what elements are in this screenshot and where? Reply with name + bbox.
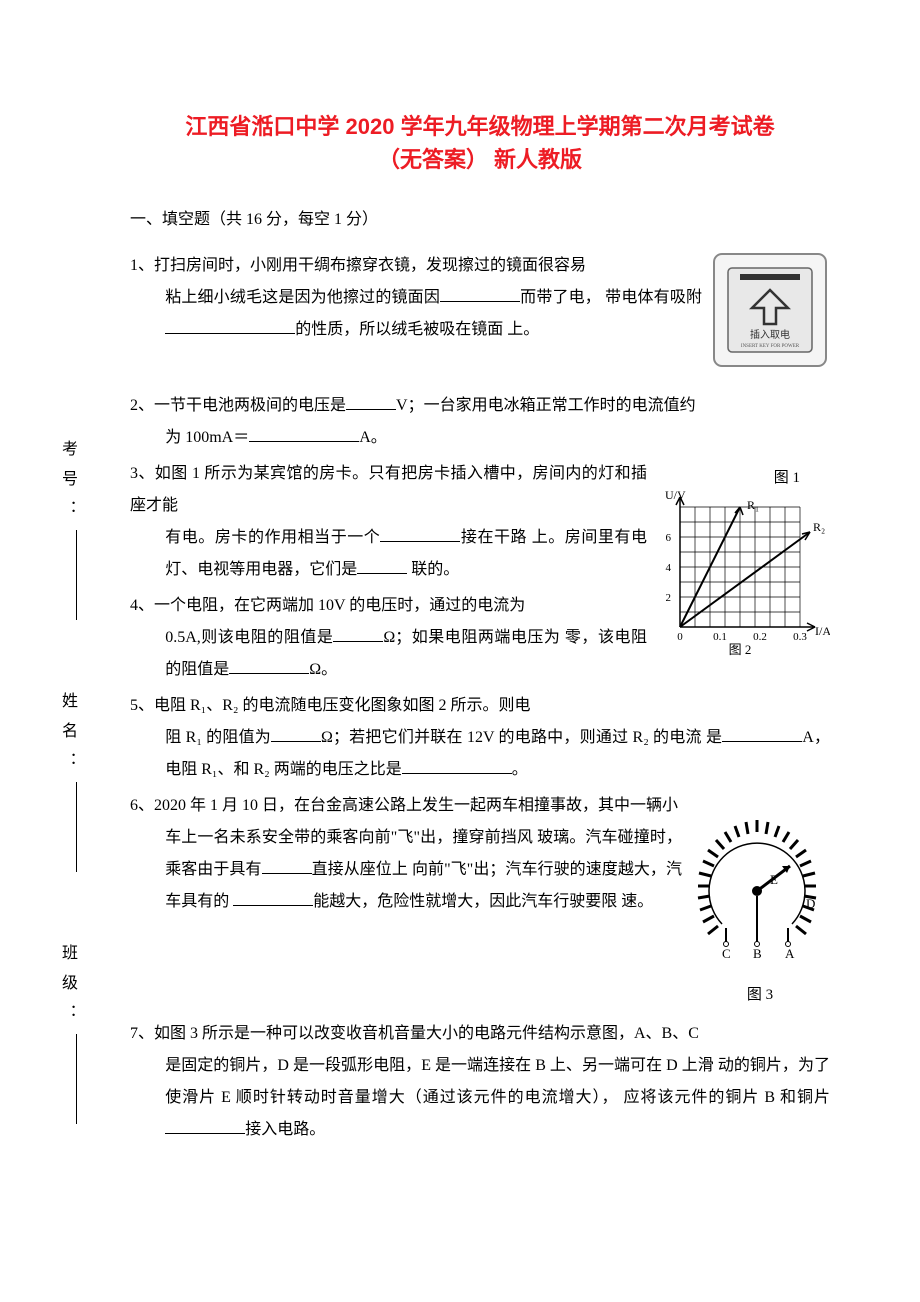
svg-text:2: 2 <box>666 592 672 604</box>
blank <box>229 657 309 674</box>
svg-text:A: A <box>785 946 795 961</box>
blank <box>165 317 295 334</box>
svg-text:E: E <box>770 872 778 887</box>
q3-text-e: 联的。 <box>411 561 459 578</box>
q2-text-b: V；一台家用电冰箱正常工作时的电流值约 <box>396 397 696 414</box>
q4-text-c: Ω；如果电阻两端电压为 <box>383 629 560 646</box>
figure-1-caption: 图 1 <box>655 466 830 487</box>
question-7: 7、如图 3 所示是一种可以改变收音机音量大小的电路元件结构示意图，A、B、C … <box>130 1018 830 1146</box>
q2-text-d: A。 <box>359 429 387 446</box>
svg-text:R₁: R₁ <box>747 498 759 512</box>
blank <box>402 757 512 774</box>
dial-icon: C B A D E <box>690 816 830 966</box>
label-exam-no: 考号： <box>59 440 76 530</box>
svg-text:I/A: I/A <box>815 624 830 638</box>
q5-text-a: 5、电阻 R₁、R₂ 的电流随电压变化图象如图 2 所示。则电 <box>130 697 531 714</box>
q6-text-g: 速。 <box>621 893 653 910</box>
svg-text:0.1: 0.1 <box>713 631 727 643</box>
svg-text:图 2: 图 2 <box>729 642 752 657</box>
q1-text-2b: 而带了电， <box>520 289 601 306</box>
blank <box>380 525 460 542</box>
q1-text-1: 1、打扫房间时，小刚用干绸布擦穿衣镜，发现擦过的镜面很容易 <box>130 257 586 274</box>
q5-text-d: 是 <box>706 729 722 746</box>
q5-text-b: 阻 R₁ 的阻值为 <box>165 729 271 746</box>
label-name: 姓名： <box>59 692 76 782</box>
svg-text:R₂: R₂ <box>813 520 825 534</box>
vertical-form-labels: 考号： 姓名： 班级： <box>55 440 79 1140</box>
page-title: 江西省湉口中学 2020 学年九年级物理上学期第二次月考试卷 （无答案） 新人教… <box>130 110 830 176</box>
blank <box>440 285 520 302</box>
blank <box>233 889 313 906</box>
blank <box>271 725 321 742</box>
blank <box>346 393 396 410</box>
q7-text-d: 应将该元件的铜片 B 和铜片 <box>624 1089 830 1106</box>
question-6: C B A D E 图 3 6、2020 年 1 月 10 日，在台金高速公路上… <box>130 790 830 1014</box>
blank <box>357 557 407 574</box>
q6-text-a: 6、2020 年 1 月 10 日，在台金高速公路上发生一起两车相撞事故，其中一… <box>130 797 678 814</box>
blank <box>333 625 383 642</box>
svg-text:B: B <box>753 946 762 961</box>
label-class: 班级： <box>59 944 76 1034</box>
q4-text-e: Ω。 <box>309 661 337 678</box>
svg-text:U/V: U/V <box>665 488 686 502</box>
blank <box>262 857 312 874</box>
q1-text-2a: 粘上细小绒毛这是因为他擦过的镜面因 <box>165 289 440 306</box>
figure-3-caption: 图 3 <box>690 980 830 1010</box>
q5-text-c: Ω；若把它们并联在 12V 的电路中，则通过 R₂ 的电流 <box>321 729 702 746</box>
svg-text:D: D <box>806 896 815 911</box>
q6-text-f: 能越大，危险性就增大，因此汽车行驶要限 <box>313 893 617 910</box>
svg-text:0.3: 0.3 <box>793 631 807 643</box>
svg-text:0: 0 <box>677 631 683 643</box>
q6-text-b: 车上一名未系安全带的乘客向前"飞"出，撞穿前挡风 <box>165 829 533 846</box>
figure-3: C B A D E 图 3 <box>690 816 830 1010</box>
figure-1: 插入取电 INSERT KEY FOR POWER <box>710 250 830 382</box>
q6-text-d: 直接从座位上 <box>312 861 408 878</box>
q4-text-a: 4、一个电阻，在它两端加 10V 的电压时，通过的电流为 <box>130 597 525 614</box>
card-slot-icon: 插入取电 INSERT KEY FOR POWER <box>710 250 830 370</box>
svg-text:INSERT KEY FOR POWER: INSERT KEY FOR POWER <box>741 344 800 349</box>
blank <box>165 1117 245 1134</box>
q3-text-b: 有电。房卡的作用相当于一个 <box>165 529 380 546</box>
section-heading: 一、填空题（共 16 分，每空 1 分） <box>130 204 830 236</box>
q4-text-b: 0.5A,则该电阻的阻值是 <box>165 629 333 646</box>
q7-text-a: 7、如图 3 所示是一种可以改变收音机音量大小的电路元件结构示意图，A、B、C <box>130 1025 699 1042</box>
q3-text-a: 3、如图 1 所示为某宾馆的房卡。只有把房卡插入槽中，房间内的灯和插座才能 <box>130 465 647 514</box>
blank <box>722 725 802 742</box>
graph-icon: U/V I/A 2 <box>655 487 830 657</box>
question-2: 2、一节干电池两极间的电压是 V；一台家用电冰箱正常工作时的电流值约 为 100m… <box>130 390 830 454</box>
svg-text:6: 6 <box>666 532 672 544</box>
q1-text-4: 上。 <box>507 321 539 338</box>
question-1: 插入取电 INSERT KEY FOR POWER 1、打扫房间时，小刚用干绸布… <box>130 250 830 386</box>
svg-text:4: 4 <box>666 562 672 574</box>
svg-text:0.2: 0.2 <box>753 631 767 643</box>
q7-text-b: 是固定的铜片，D 是一段弧形电阻，E 是一端连接在 B 上、另一端可在 D 上滑 <box>165 1057 714 1074</box>
svg-text:插入取电: 插入取电 <box>750 328 790 341</box>
q1-text-3b: 的性质，所以绒毛被吸在镜面 <box>295 321 503 338</box>
title-line2: （无答案） 新人教版 <box>130 143 830 176</box>
q1-text-3a: 带电体有吸附 <box>605 289 702 306</box>
q3-text-c: 接在干路 <box>460 529 527 546</box>
title-line1: 江西省湉口中学 2020 学年九年级物理上学期第二次月考试卷 <box>130 110 830 143</box>
blank <box>249 425 359 442</box>
q7-text-e: 接入电路。 <box>245 1121 325 1138</box>
q5-text-f: 。 <box>512 761 528 778</box>
q2-text-c: 为 100mA＝ <box>165 429 249 446</box>
svg-text:C: C <box>722 946 731 961</box>
figure-2-group: 图 1 U/V I/A <box>655 464 830 662</box>
question-5: 5、电阻 R₁、R₂ 的电流随电压变化图象如图 2 所示。则电 阻 R₁ 的阻值… <box>130 690 830 786</box>
q2-text-a: 2、一节干电池两极间的电压是 <box>130 397 346 414</box>
